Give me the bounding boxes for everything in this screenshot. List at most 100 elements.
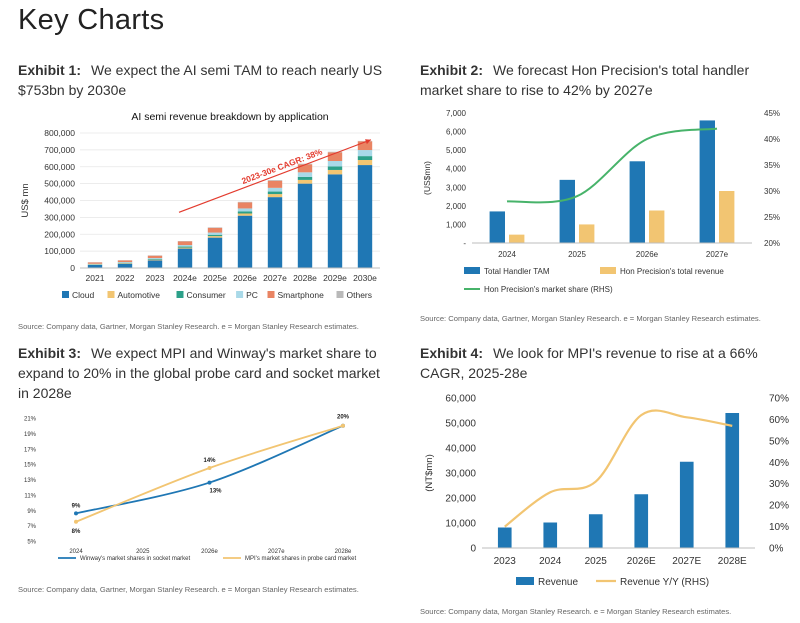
chart-1-bar-cloud-2022 [117, 263, 133, 268]
chart-1-ytick: 100,000 [44, 246, 75, 256]
chart-4-xtick: 2028E [718, 556, 747, 567]
chart-1-bar-cloud-2028e [297, 183, 313, 268]
chart-2-ytick: 2,000 [446, 202, 467, 211]
chart-1-legend-smartphone: Smartphone [278, 290, 325, 300]
chart-2-ytick: 5,000 [446, 146, 467, 155]
chart-1-bar-others-2029e [327, 151, 343, 153]
chart-4-y2tick: 30% [769, 479, 789, 490]
chart-2-y2tick: 40% [764, 135, 780, 144]
chart-1-bar-consumer-2024e [177, 246, 193, 248]
chart-2-bar-tam-2025 [559, 179, 575, 243]
chart-4-y2tick: 20% [769, 501, 789, 512]
exhibit-4-heading: Exhibit 4: We look for MPI's revenue to r… [420, 343, 785, 383]
chart-4-ylabel: (NT$mn) [424, 454, 435, 491]
chart-1-ai-semi-revenue: AI semi revenue breakdown by application… [20, 111, 380, 300]
chart-2-ytick: 6,000 [446, 128, 467, 137]
chart-4-y2tick: 50% [769, 436, 789, 447]
chart-1-bar-pc-2030e [357, 150, 373, 157]
chart-4-bar-revenue-2024 [543, 522, 558, 548]
chart-1-legend-others: Others [347, 290, 373, 300]
chart-1-bar-pc-2025e [207, 232, 223, 235]
chart-3-xtick: 2025 [136, 549, 150, 555]
chart-1-bar-cloud-2023 [147, 260, 163, 268]
chart-1-ytick: 200,000 [44, 229, 75, 239]
chart-1-xtick: 2026e [233, 273, 257, 283]
chart-2-xtick: 2024 [498, 250, 516, 259]
chart-2-xtick: 2027e [706, 250, 729, 259]
chart-3-point-mpi [74, 519, 78, 524]
chart-1-bar-smartphone-2023 [147, 255, 163, 259]
chart-1-bar-smartphone-2025e [207, 227, 223, 233]
chart-2-ytick: - [463, 239, 466, 248]
chart-2-bar-hon-2024 [509, 234, 525, 243]
chart-1-bar-others-2028e [297, 163, 313, 165]
chart-1-bar-automotive-2025e [207, 236, 223, 238]
chart-4-mpi-revenue: (NT$mn) 0 10,000 20,000 30,000 40,000 50,000 60… [424, 394, 789, 589]
chart-4-y2tick: 40% [769, 458, 789, 469]
chart-4-xtick: 2027E [672, 556, 701, 567]
chart-3-legend-mpi: MPI's market shares in probe card market [245, 556, 357, 562]
chart-1-xtick: 2027e [263, 273, 287, 283]
chart-1-xtick: 2021 [86, 273, 105, 283]
chart-2-ytick: 7,000 [446, 109, 467, 118]
chart-2-handler-market: (US$mn) - 1,000 2,000 3,000 4,000 5,000 6,000 7,… [422, 109, 780, 294]
chart-4-legend-yoy: Revenue Y/Y (RHS) [620, 577, 709, 588]
chart-2-bar-tam-2026e [629, 161, 645, 243]
chart-3-data-label-winway: 13% [209, 489, 222, 495]
exhibit-1-heading: Exhibit 1: We expect the AI semi TAM to r… [18, 60, 383, 100]
exhibit-1-source: Source: Company data, Gartner, Morgan St… [18, 322, 359, 331]
chart-1-bar-smartphone-2028e [297, 164, 313, 173]
chart-1-bar-pc-2028e [297, 172, 313, 177]
chart-4-y2tick: 0% [769, 544, 784, 555]
chart-3-point-mpi [207, 465, 212, 470]
chart-1-bar-consumer-2029e [327, 166, 343, 170]
chart-1-bar-consumer-2030e [357, 156, 373, 160]
chart-2-legend-share: Hon Precision's market share (RHS) [484, 285, 613, 294]
chart-4-ytick: 20,000 [445, 494, 476, 505]
chart-3-data-label-mpi: 14% [203, 458, 216, 464]
chart-3-data-label-mpi: 8% [72, 529, 81, 535]
chart-2-legend-swatch-tam [464, 267, 480, 274]
exhibit-4-title: We look for MPI's revenue to rise at a 6… [420, 345, 758, 381]
chart-4-bar-revenue-2028E [725, 413, 740, 548]
chart-1-ytick: 400,000 [44, 196, 75, 206]
chart-1-ytick: 500,000 [44, 179, 75, 189]
chart-1-bar-consumer-2028e [297, 176, 313, 180]
chart-1-xtick: 2024e [173, 273, 197, 283]
chart-1-bar-smartphone-2027e [267, 180, 283, 188]
exhibit-3: Exhibit 3: We expect MPI and Winway's mar… [18, 343, 383, 403]
chart-3-ytick: 11% [24, 493, 36, 499]
chart-2-legend-hon: Hon Precision's total revenue [620, 267, 724, 276]
chart-4-ytick: 50,000 [445, 419, 476, 430]
chart-4-legend-revenue: Revenue [538, 577, 578, 588]
chart-4-xtick: 2025 [585, 556, 608, 567]
chart-2-ylabel: (US$mn) [422, 161, 432, 195]
chart-1-bar-pc-2022 [117, 262, 133, 263]
exhibit-4: Exhibit 4: We look for MPI's revenue to r… [420, 343, 785, 383]
chart-1-bar-pc-2026e [237, 208, 253, 212]
chart-1-legend-consumer: Consumer [187, 290, 226, 300]
chart-1-bar-consumer-2027e [267, 191, 283, 195]
chart-1-bar-cloud-2024e [177, 248, 193, 268]
chart-1-ytick: 0 [70, 263, 75, 273]
chart-1-legend-cloud: Cloud [72, 290, 94, 300]
chart-2-bar-hon-2027e [719, 191, 735, 243]
chart-3-ytick: 17% [24, 447, 37, 453]
chart-2-y2tick: 25% [764, 213, 780, 222]
chart-1-legend-swatch-pc [236, 291, 244, 298]
chart-3-ytick: 13% [24, 478, 37, 484]
chart-4-bar-revenue-2027E [679, 461, 694, 548]
exhibit-4-label: Exhibit 4: [420, 345, 484, 361]
chart-4-ytick: 0 [470, 544, 476, 555]
chart-1-ylabel: US$ mn [20, 183, 31, 217]
chart-1-bar-cloud-2021 [87, 264, 103, 268]
exhibit-2-source: Source: Company data, Gartner, Morgan St… [420, 314, 761, 323]
chart-1-title: AI semi revenue breakdown by application [131, 111, 328, 123]
chart-1-ytick: 700,000 [44, 145, 75, 155]
chart-3-ytick: 9% [27, 509, 36, 515]
chart-4-ytick: 40,000 [445, 444, 476, 455]
chart-3-data-label-winway: 20% [337, 415, 350, 421]
chart-1-bar-others-2026e [237, 201, 253, 203]
chart-1-ytick: 600,000 [44, 162, 75, 172]
chart-1-bar-automotive-2026e [237, 213, 253, 216]
